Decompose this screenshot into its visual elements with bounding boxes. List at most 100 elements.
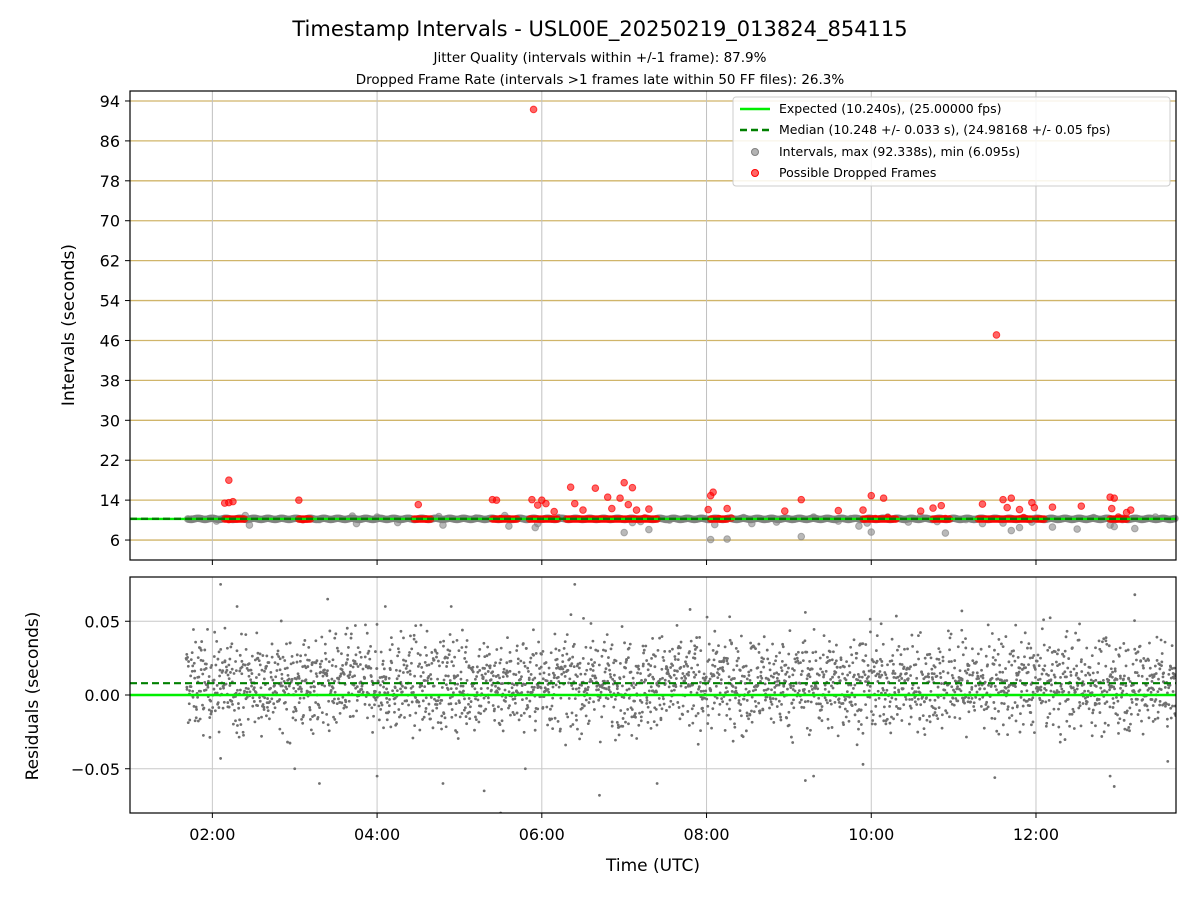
residual-point bbox=[846, 673, 850, 677]
residual-point bbox=[270, 655, 274, 659]
residual-point bbox=[486, 645, 490, 649]
residual-point bbox=[801, 651, 804, 655]
residual-point bbox=[1105, 700, 1109, 704]
residual-point bbox=[1042, 691, 1046, 695]
residual-point bbox=[788, 629, 792, 633]
residual-point bbox=[309, 685, 313, 689]
residual-point bbox=[508, 704, 511, 708]
interval-point bbox=[393, 518, 402, 527]
residual-point bbox=[228, 657, 232, 661]
residual-point bbox=[772, 662, 776, 666]
residual-point bbox=[199, 689, 202, 693]
residual-point bbox=[1006, 707, 1010, 711]
residual-point bbox=[373, 703, 376, 707]
residual-point bbox=[369, 675, 373, 678]
residual-point bbox=[780, 669, 784, 673]
residual-point bbox=[286, 673, 290, 677]
residual-point bbox=[828, 699, 832, 702]
residual-point bbox=[832, 650, 835, 654]
residual-point bbox=[330, 664, 334, 667]
residual-point bbox=[950, 660, 953, 663]
residual-point bbox=[624, 720, 627, 724]
residual-point bbox=[779, 718, 783, 722]
residual-point bbox=[1114, 648, 1118, 651]
residual-point bbox=[1088, 673, 1092, 677]
residual-point bbox=[760, 676, 764, 680]
residual-point bbox=[993, 648, 996, 652]
residual-point bbox=[514, 701, 517, 705]
residual-point bbox=[385, 718, 389, 722]
residual-point bbox=[1125, 709, 1129, 713]
residual-point bbox=[765, 648, 769, 652]
residual-point bbox=[606, 679, 610, 683]
residual-point bbox=[232, 672, 236, 675]
residual-point bbox=[393, 696, 397, 700]
residual-point bbox=[1107, 644, 1111, 648]
residual-point bbox=[424, 710, 427, 714]
residual-point bbox=[733, 677, 736, 680]
residual-point bbox=[938, 661, 942, 665]
residual-point bbox=[467, 702, 470, 706]
residual-point bbox=[255, 631, 259, 635]
residual-point bbox=[902, 665, 906, 669]
residual-point bbox=[592, 700, 595, 704]
residual-point bbox=[516, 691, 520, 695]
residual-point bbox=[501, 682, 505, 685]
residual-point bbox=[242, 706, 245, 709]
residual-point bbox=[186, 721, 190, 725]
residual-point bbox=[1039, 685, 1043, 689]
residual-point bbox=[1012, 649, 1015, 653]
residual-point bbox=[382, 667, 386, 671]
residual-point bbox=[1145, 677, 1149, 681]
residual-point bbox=[1006, 733, 1010, 737]
residual-point bbox=[940, 726, 944, 730]
residual-point bbox=[720, 697, 724, 701]
residual-point bbox=[1071, 707, 1075, 711]
residual-point bbox=[225, 665, 228, 669]
residual-point bbox=[826, 717, 830, 721]
residual-point bbox=[534, 719, 537, 723]
residual-point bbox=[435, 651, 439, 655]
dropped-frame-point bbox=[533, 501, 542, 509]
residual-point bbox=[326, 597, 330, 601]
residual-point bbox=[363, 702, 367, 706]
residual-point bbox=[474, 718, 478, 721]
residual-point bbox=[831, 680, 835, 684]
residual-point bbox=[1086, 689, 1090, 693]
residual-point bbox=[997, 691, 1000, 695]
residual-point bbox=[976, 652, 980, 656]
residual-point bbox=[1141, 664, 1145, 668]
residual-point bbox=[1002, 702, 1006, 706]
residual-point bbox=[1116, 699, 1120, 703]
residual-point bbox=[390, 643, 394, 646]
residual-point bbox=[512, 672, 516, 676]
residual-point bbox=[1130, 697, 1134, 701]
residual-point bbox=[1006, 705, 1010, 709]
residual-point bbox=[561, 667, 565, 671]
residual-point bbox=[530, 685, 534, 689]
residual-point bbox=[1063, 649, 1067, 653]
residual-point bbox=[1155, 659, 1159, 662]
residual-point bbox=[524, 647, 528, 650]
residual-point bbox=[385, 696, 389, 700]
residual-point bbox=[699, 729, 702, 733]
residual-point bbox=[335, 646, 339, 650]
residual-point bbox=[189, 674, 193, 678]
residual-point bbox=[606, 697, 610, 701]
residual-point bbox=[668, 705, 671, 709]
residual-point bbox=[678, 717, 682, 721]
intervals-y-tick-label: 86 bbox=[100, 132, 120, 151]
residual-point bbox=[374, 690, 377, 693]
residual-point bbox=[1048, 712, 1052, 716]
residual-point bbox=[1042, 618, 1046, 622]
residual-point bbox=[701, 676, 705, 680]
residual-point bbox=[529, 656, 533, 660]
residual-point bbox=[269, 686, 272, 690]
residual-point bbox=[872, 665, 876, 669]
residual-point bbox=[888, 700, 892, 704]
residual-point bbox=[600, 686, 604, 689]
residual-point bbox=[860, 675, 864, 679]
residual-point bbox=[1062, 654, 1066, 658]
residual-point bbox=[799, 673, 803, 676]
residual-point bbox=[273, 661, 277, 665]
